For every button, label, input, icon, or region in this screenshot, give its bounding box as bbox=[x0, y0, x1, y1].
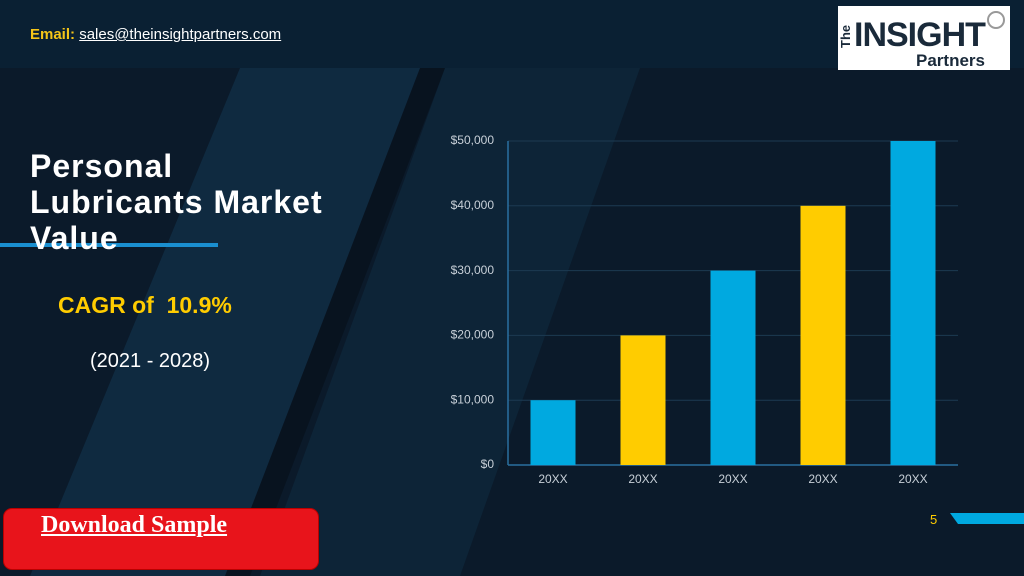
x-tick-label: 20XX bbox=[628, 472, 657, 486]
email-label: Email: bbox=[30, 26, 76, 43]
x-tick-label: 20XX bbox=[808, 472, 837, 486]
y-tick-label: $0 bbox=[481, 457, 495, 471]
title-underline bbox=[0, 243, 218, 247]
email-address[interactable]: sales@theinsightpartners.com bbox=[79, 26, 282, 43]
logo-the: The bbox=[838, 25, 853, 48]
title-line: Lubricants Market bbox=[30, 184, 323, 220]
y-tick-label: $10,000 bbox=[451, 392, 495, 406]
logo-circle bbox=[987, 11, 1005, 29]
title: Personal Lubricants Market Value bbox=[30, 148, 323, 256]
logo-art: The INSIGHT Partners bbox=[838, 11, 1005, 70]
page-number: 5 bbox=[930, 512, 938, 527]
y-tick-label: $50,000 bbox=[451, 133, 495, 147]
y-tick-label: $20,000 bbox=[451, 328, 495, 342]
x-tick-label: 20XX bbox=[718, 472, 747, 486]
title-line: Value bbox=[30, 220, 119, 256]
stripe bbox=[30, 68, 440, 576]
title-line: Personal bbox=[30, 148, 174, 184]
bar bbox=[800, 205, 846, 466]
email: Email: sales@theinsightpartners.com bbox=[30, 26, 281, 43]
period: (2021 - 2028) bbox=[90, 350, 211, 372]
x-tick-label: 20XX bbox=[898, 472, 927, 486]
bar bbox=[890, 141, 936, 465]
bar bbox=[620, 335, 666, 465]
bar bbox=[710, 270, 756, 465]
cagr: CAGR of 10.9% bbox=[58, 292, 232, 318]
button-label[interactable]: Download Sample bbox=[41, 512, 228, 538]
logo: The INSIGHT Partners bbox=[838, 6, 1010, 70]
bar bbox=[530, 400, 576, 465]
page-accent bbox=[950, 513, 1024, 524]
x-tick-label: 20XX bbox=[538, 472, 567, 486]
logo-insight: INSIGHT bbox=[854, 16, 986, 54]
logo-partners: Partners bbox=[916, 51, 985, 70]
stripe bbox=[225, 68, 445, 576]
y-tick-label: $40,000 bbox=[451, 198, 495, 212]
y-tick-label: $30,000 bbox=[451, 263, 495, 277]
stripe bbox=[260, 68, 640, 576]
download-button[interactable]: Download Sample bbox=[4, 509, 318, 569]
